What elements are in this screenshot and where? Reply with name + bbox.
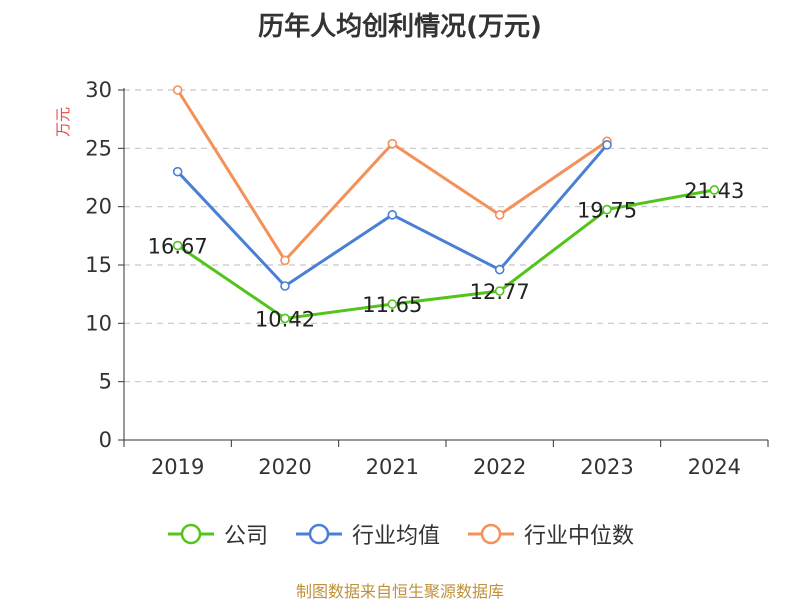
x-tick-label: 2024: [688, 455, 741, 479]
y-tick-label: 15: [85, 253, 112, 277]
data-point: [387, 210, 398, 220]
legend-marker-icon: [295, 523, 342, 545]
legend-marker-icon: [167, 523, 214, 545]
x-tick-label: 2020: [258, 455, 311, 479]
legend-item[interactable]: 公司: [166, 518, 268, 550]
y-tick-label: 20: [85, 195, 112, 219]
data-point: [172, 85, 183, 95]
legend-marker-icon: [468, 523, 514, 545]
y-tick-label: 0: [99, 428, 112, 452]
legend-label: 行业中位数: [524, 524, 635, 549]
data-label: 21.43: [684, 179, 744, 203]
legend-item[interactable]: 行业中位数: [466, 518, 634, 550]
x-tick-label: 2019: [151, 455, 204, 479]
data-point: [280, 313, 290, 324]
data-point: [172, 240, 183, 251]
data-point: [494, 210, 505, 220]
data-point: [387, 299, 398, 309]
y-tick-label: 30: [85, 78, 112, 102]
legend-item[interactable]: 行业均值: [294, 518, 440, 550]
y-axis-label: 万元: [54, 107, 72, 137]
data-point: [602, 140, 612, 150]
data-point: [602, 204, 612, 215]
data-point: [709, 185, 720, 195]
data-label: 10.42: [255, 307, 315, 331]
series-line-1: [176, 188, 715, 320]
y-tick-label: 25: [85, 136, 112, 160]
data-point: [280, 281, 290, 291]
y-tick-label: 10: [85, 311, 112, 335]
x-tick-label: 2023: [580, 455, 633, 479]
x-tick-label: 2022: [473, 455, 526, 479]
source-note: 制图数据来自恒生聚源数据库: [295, 582, 504, 601]
data-label: 12.77: [470, 280, 530, 304]
legend: 公司 行业均值 行业中位数: [0, 518, 800, 550]
data-point: [387, 138, 398, 149]
data-point: [494, 264, 505, 275]
data-point: [494, 286, 505, 296]
legend-label: 行业均值: [351, 524, 440, 549]
data-label: 16.67: [148, 235, 208, 259]
data-label: 11.65: [362, 293, 422, 317]
legend-label: 公司: [223, 524, 268, 549]
chart-title: 历年人均创利情况(万元): [258, 12, 542, 42]
data-label: 19.75: [577, 199, 637, 223]
series-line-3: [176, 89, 608, 262]
data-point: [172, 166, 183, 177]
y-tick-label: 5: [99, 370, 112, 394]
x-tick-label: 2021: [366, 455, 419, 479]
data-point: [280, 255, 290, 266]
